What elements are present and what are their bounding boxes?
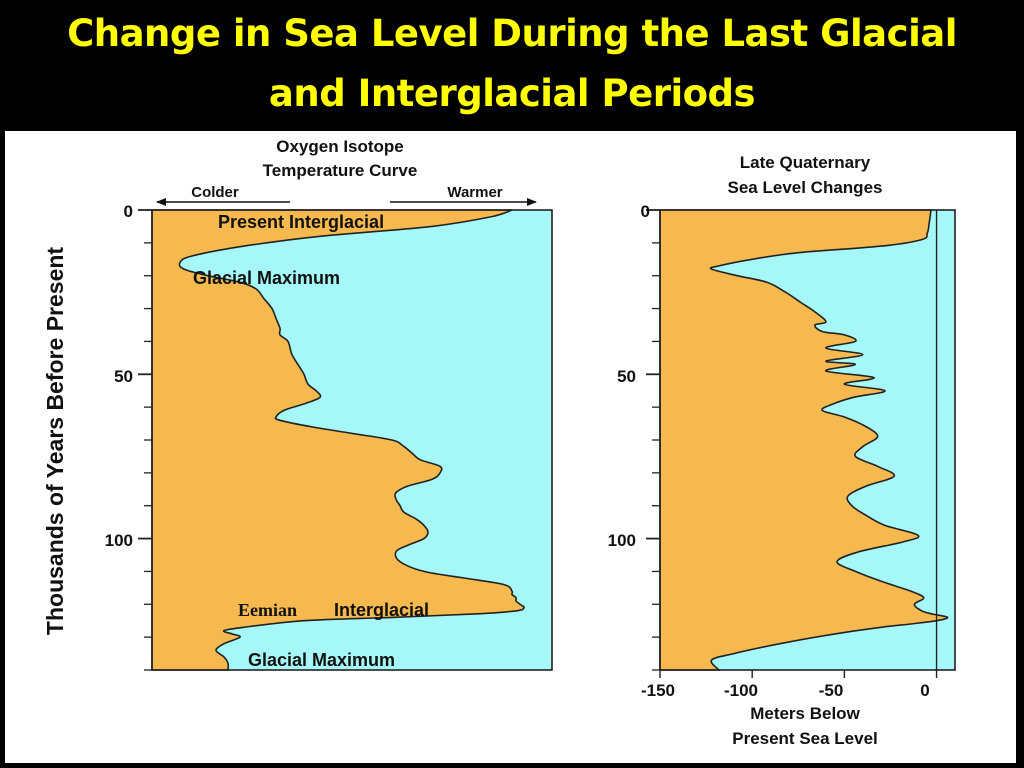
isotope-title-line-2: Temperature Curve [263, 161, 418, 180]
annotation-glacial-maximum-recent: Glacial Maximum [193, 268, 340, 288]
sea-level-y-tick-label-0: 0 [641, 202, 650, 221]
sea-level-cold-fill [659, 209, 949, 671]
figure-svg: Thousands of Years Before Present Oxygen… [42, 137, 956, 748]
sea-level-x-tick-label-neg100: -100 [724, 681, 758, 700]
isotope-y-tick-label-0: 0 [124, 202, 133, 221]
slide-title-line-2: and Interglacial Periods [268, 72, 756, 115]
isotope-title-line-1: Oxygen Isotope [276, 137, 404, 156]
isotope-cold-fill [151, 209, 525, 671]
figure-panel: Thousands of Years Before Present Oxygen… [5, 131, 1016, 763]
sea-level-x-tick-label-neg50: -50 [819, 681, 844, 700]
isotope-y-tick-label-50: 50 [114, 367, 133, 386]
annotation-interglacial: Interglacial [334, 600, 429, 620]
annotation-eemian: Eemian [238, 600, 297, 620]
sea-level-y-tick-label-50: 50 [617, 367, 636, 386]
isotope-y-tick-label-100: 100 [105, 531, 133, 550]
sea-level-chart: Late Quaternary Sea Level Changes 0 50 1… [608, 153, 956, 748]
annotation-glacial-maximum-older: Glacial Maximum [248, 650, 395, 670]
isotope-chart: Oxygen Isotope Temperature Curve Colder … [105, 137, 553, 671]
sea-level-title-line-1: Late Quaternary [740, 153, 871, 172]
y-axis-label: Thousands of Years Before Present [42, 247, 68, 635]
sea-level-x-ticks [659, 670, 938, 678]
sea-level-x-tick-label-neg150: -150 [641, 681, 675, 700]
title-bar: Change in Sea Level During the Last Glac… [0, 0, 1024, 128]
warmer-label: Warmer [447, 184, 502, 201]
slide-title-line-1: Change in Sea Level During the Last Glac… [67, 12, 957, 55]
isotope-y-ticks [138, 209, 152, 671]
sea-level-y-tick-label-100: 100 [608, 531, 636, 550]
sea-level-x-tick-label-0: 0 [920, 681, 929, 700]
sea-level-title-line-2: Sea Level Changes [728, 178, 883, 197]
annotation-present-interglacial: Present Interglacial [218, 212, 384, 232]
colder-label: Colder [191, 184, 239, 201]
sea-level-y-ticks [646, 209, 660, 671]
sea-level-x-label-line-2: Present Sea Level [732, 729, 878, 748]
sea-level-x-label-line-1: Meters Below [750, 704, 860, 723]
